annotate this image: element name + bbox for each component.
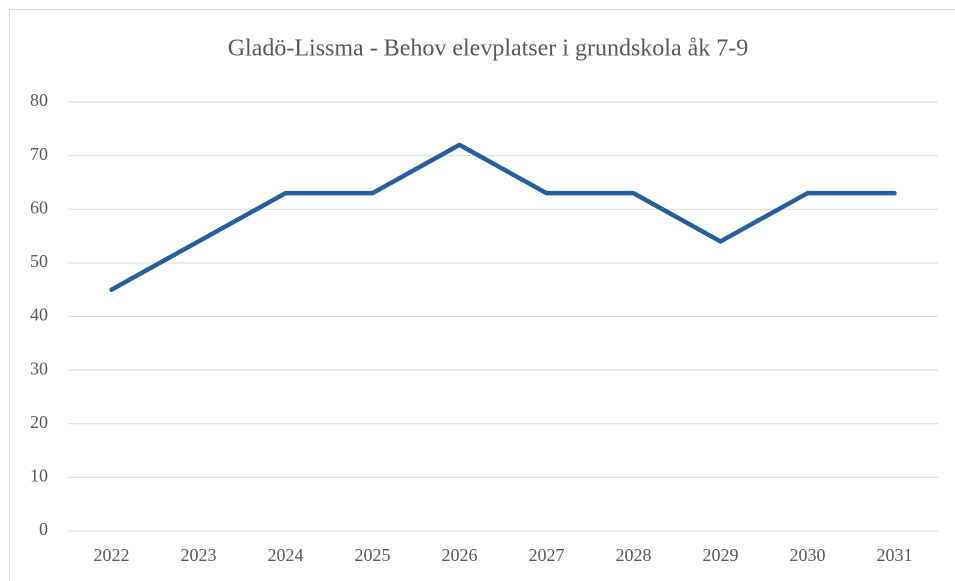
x-tick-label: 2031 [877,545,913,565]
y-tick-label: 70 [30,144,48,164]
x-tick-label: 2025 [355,545,391,565]
x-tick-label: 2024 [268,545,304,565]
x-tick-label: 2022 [94,545,130,565]
x-tick-label: 2030 [790,545,826,565]
y-tick-label: 80 [30,90,48,110]
chart-border [9,9,955,581]
chart-title: Gladö-Lissma - Behov elevplatser i grund… [228,36,749,62]
y-tick-label: 60 [30,197,48,217]
x-tick-label: 2026 [442,545,478,565]
x-tick-label: 2029 [703,545,739,565]
y-tick-label: 20 [30,412,48,432]
y-tick-label: 10 [30,466,48,486]
y-tick-label: 30 [30,358,48,378]
line [109,142,897,292]
y-tick-label: 0 [39,519,48,539]
y-tick-label: 50 [30,251,48,271]
x-tick-label: 2027 [529,545,565,565]
y-tick-label: 40 [30,305,48,325]
x-tick-label: 2028 [616,545,652,565]
x-tick-label: 2023 [181,545,217,565]
